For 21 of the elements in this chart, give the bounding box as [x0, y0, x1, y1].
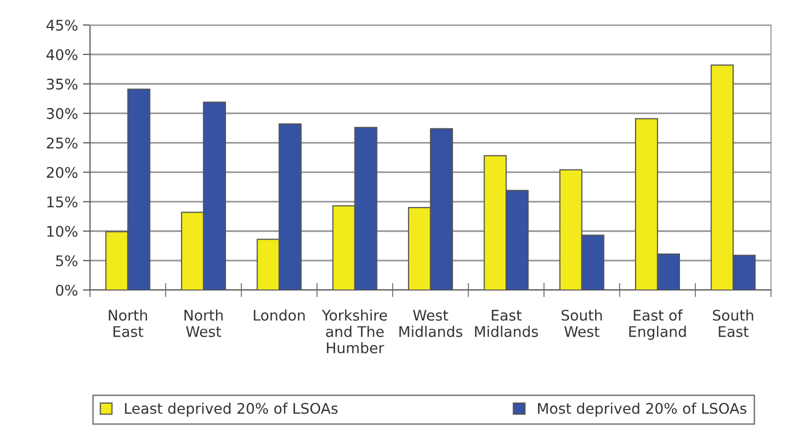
x-tick-label: South East	[712, 309, 754, 338]
y-tick-label: 25%	[46, 137, 78, 149]
y-tick-label: 30%	[46, 108, 78, 120]
y-tick-label: 35%	[46, 78, 78, 90]
y-tick-label: 40%	[46, 49, 78, 60]
x-tick-label: West Midlands	[399, 310, 462, 338]
x-tick-label: London	[254, 309, 305, 321]
y-tick-label: 10%	[47, 226, 78, 237]
y-tick-label: 20%	[46, 166, 78, 178]
x-tick-label: East Midlands	[475, 310, 538, 338]
y-tick-label: 45%	[46, 20, 78, 31]
x-tick-label: East of England	[629, 309, 686, 340]
x-tick-label: South West	[562, 309, 602, 338]
legend-label: Least deprived 20% of LSOAs	[125, 402, 338, 417]
y-tick-label: 15%	[47, 196, 78, 208]
legend-label: Most deprived 20% of LSOAs	[538, 402, 746, 417]
y-tick-label: 0%	[56, 284, 78, 296]
y-tick-label: 5%	[56, 255, 78, 266]
x-tick-label: North West	[184, 309, 223, 338]
x-tick-label: Yorkshire and The Humber	[322, 309, 387, 354]
x-tick-label: North East	[108, 309, 147, 338]
